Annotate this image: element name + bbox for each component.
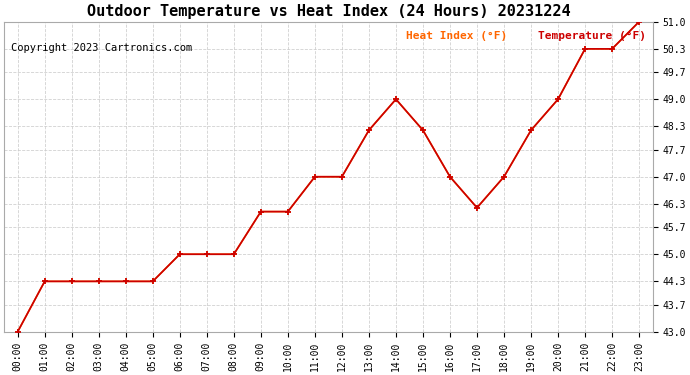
Text: Temperature (°F): Temperature (°F) — [538, 31, 646, 41]
Text: Copyright 2023 Cartronics.com: Copyright 2023 Cartronics.com — [10, 44, 192, 53]
Text: Heat Index (°F): Heat Index (°F) — [406, 31, 514, 41]
Title: Outdoor Temperature vs Heat Index (24 Hours) 20231224: Outdoor Temperature vs Heat Index (24 Ho… — [86, 4, 570, 19]
